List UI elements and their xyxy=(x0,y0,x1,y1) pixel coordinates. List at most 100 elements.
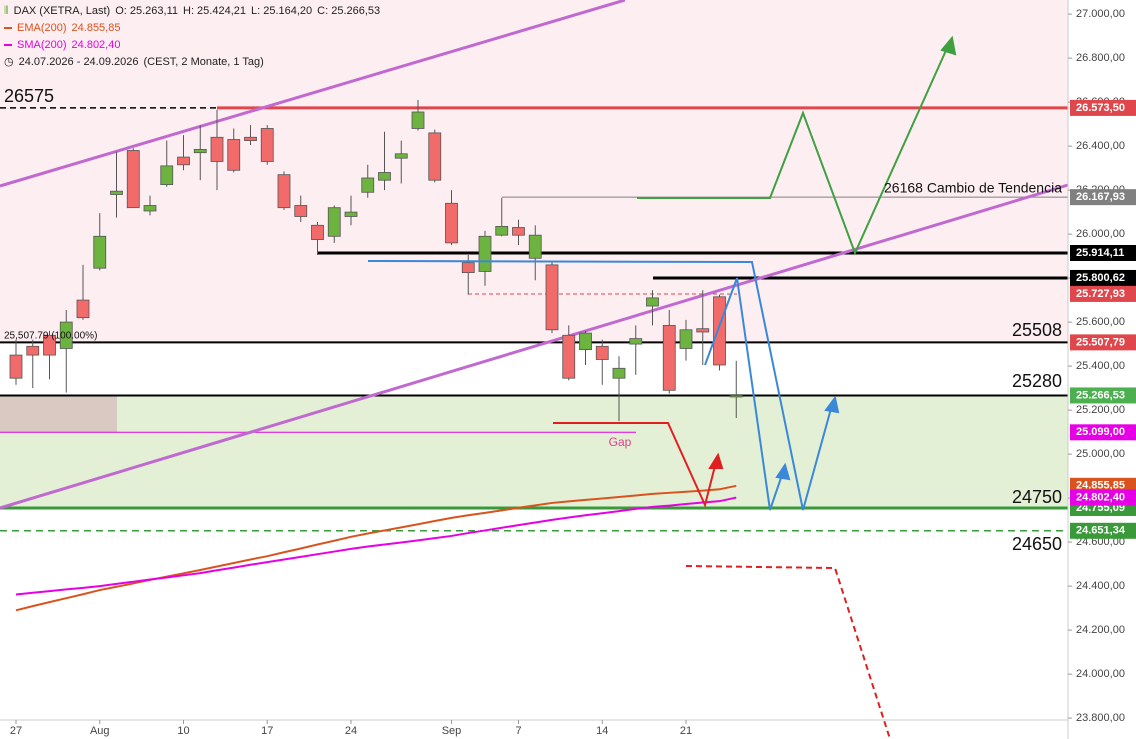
candle-body xyxy=(713,296,726,366)
legend: EMA(200) 24.855,85 SMA(200) 24.802,40 xyxy=(4,20,385,54)
blue-path xyxy=(704,277,784,511)
zone-support xyxy=(0,395,1068,508)
y-tick-label: 27.000,00 xyxy=(1076,8,1125,20)
x-tick-label: Sep xyxy=(442,725,462,737)
arrow xyxy=(708,452,724,469)
price-badge xyxy=(1070,424,1136,441)
legend-value: 24.802,40 xyxy=(71,39,121,51)
candle-body xyxy=(93,235,107,269)
y-tick-label: 24.000,00 xyxy=(1076,668,1125,680)
drawings xyxy=(367,35,957,739)
price-badge-label: 24.651,34 xyxy=(1076,525,1126,537)
header-row: ◷ 24.07.2026 - 24.09.2026 (CEST, 2 Monate,… xyxy=(4,54,385,71)
price-badge-label: 24.802,40 xyxy=(1076,491,1125,503)
candle-body xyxy=(545,264,559,331)
ma-line xyxy=(15,496,737,596)
candle-body xyxy=(227,139,241,171)
icon: ◷ xyxy=(4,56,14,68)
candle-body xyxy=(579,332,592,350)
candle-body xyxy=(277,174,291,209)
price-badge-label: 26.167,93 xyxy=(1076,191,1125,203)
ohlc: L: 25.164,20 xyxy=(251,5,313,17)
price-badge xyxy=(1070,522,1136,539)
price-badge-label: 25.099,00 xyxy=(1076,426,1125,438)
price-badge-label: 25.507,79 xyxy=(1076,336,1125,348)
price-badge-label: 25.800,62 xyxy=(1076,272,1125,284)
legend-name: EMA(200) xyxy=(17,22,67,34)
y-tick-label: 23.800,00 xyxy=(1076,712,1125,724)
candle-body xyxy=(461,262,475,273)
candle-body xyxy=(327,207,341,237)
zone-gap xyxy=(0,395,117,433)
annotation: 26575 xyxy=(4,86,54,106)
legend-swatch xyxy=(4,27,12,30)
date-range: 24.07.2026 - 24.09.2026 xyxy=(18,56,139,68)
candle-body xyxy=(59,321,73,349)
candle-body xyxy=(696,328,710,333)
price-badge xyxy=(1070,285,1136,302)
annotation: 25508 xyxy=(1012,320,1062,340)
legend-entry: EMA(200) 24.855,85 xyxy=(4,20,385,37)
x-tick-label: 27 xyxy=(10,725,22,737)
price-badge xyxy=(1070,387,1136,404)
annotation: 24650 xyxy=(1012,534,1062,554)
candle-body xyxy=(9,354,23,379)
zone-resistance xyxy=(0,0,1068,343)
y-tick-label: 26.800,00 xyxy=(1076,52,1125,64)
price-badge xyxy=(1070,99,1136,116)
candle-body xyxy=(361,177,375,193)
arrow xyxy=(824,395,840,414)
candle-body xyxy=(662,324,676,391)
x-tick-label: 21 xyxy=(680,725,692,737)
candle-body xyxy=(43,334,56,356)
candle-body xyxy=(26,345,40,356)
price-badge xyxy=(1070,269,1136,286)
legend-value: 24.855,85 xyxy=(71,22,121,34)
candle-body xyxy=(294,205,308,217)
legend-swatch xyxy=(4,44,12,47)
arrow xyxy=(940,35,957,56)
annotation: 25280 xyxy=(1012,371,1062,391)
y-tick-label: 26.400,00 xyxy=(1076,140,1125,152)
annotation: 25,507.79 (100.00%) xyxy=(4,331,97,342)
candle-body xyxy=(110,190,123,195)
candle-body xyxy=(244,136,257,141)
candle-body xyxy=(629,338,643,345)
candle-body xyxy=(646,297,659,307)
blue-path xyxy=(367,260,833,511)
y-tick-label: 26.000,00 xyxy=(1076,228,1125,240)
price-badge-label: 25.727,93 xyxy=(1076,288,1125,300)
price-badge-label: 26.573,50 xyxy=(1076,102,1125,114)
x-tick-label: 17 xyxy=(261,725,273,737)
red-path xyxy=(553,422,717,509)
annotation: 24750 xyxy=(1012,487,1062,507)
candle-body xyxy=(394,153,408,159)
price-badge xyxy=(1070,489,1136,506)
legend-entry: SMA(200) 24.802,40 xyxy=(4,37,385,54)
candle-body xyxy=(528,234,542,259)
candle-body xyxy=(311,224,324,240)
y-tick-label: 25.000,00 xyxy=(1076,448,1125,460)
candle-body xyxy=(260,128,274,162)
price-badge-label: 25.266,53 xyxy=(1076,389,1125,401)
candle-body xyxy=(679,329,693,349)
candle-body xyxy=(193,148,207,154)
candle-body xyxy=(177,156,190,166)
candle-body xyxy=(428,132,442,181)
annotation: Gap xyxy=(609,435,632,449)
price-badge xyxy=(1070,189,1136,206)
candle-body xyxy=(495,225,509,236)
green-path xyxy=(637,45,949,256)
price-badge-label: 24.855,85 xyxy=(1076,480,1125,492)
icon: ⫴ xyxy=(4,5,9,17)
y-tick-label: 25.200,00 xyxy=(1076,404,1125,416)
header-row: ⫴ DAX (XETRA, Last) O: 25.263,11 H: 25.424,… xyxy=(4,3,385,20)
y-tick-label: 24.600,00 xyxy=(1076,536,1125,548)
arrow xyxy=(775,462,791,481)
x-tick-label: 14 xyxy=(596,725,608,737)
ohlc: O: 25.263,11 xyxy=(115,5,178,17)
header: ⫴ DAX (XETRA, Last) O: 25.263,11 H: 25.424,… xyxy=(4,3,385,71)
ma-line xyxy=(15,484,737,612)
